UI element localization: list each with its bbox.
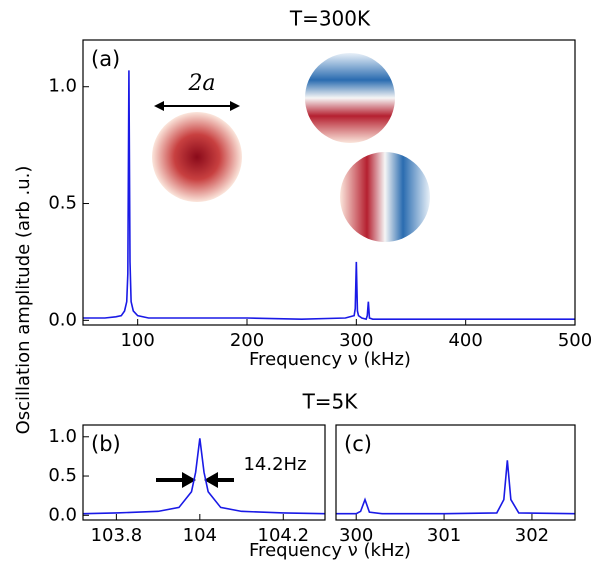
y-tick-label: 0.0 xyxy=(48,504,77,525)
x-tick-label: 100 xyxy=(120,330,154,351)
chart-title: T=300K xyxy=(289,7,371,31)
data-line xyxy=(336,460,576,515)
annotation: 2a xyxy=(187,71,215,96)
axes-frame xyxy=(335,424,576,521)
y-tick-label: 1.0 xyxy=(48,76,77,97)
annotation: 14.2Hz xyxy=(243,454,306,475)
arrow xyxy=(154,101,240,488)
x-tick-label: 200 xyxy=(230,330,264,351)
y-axis-label: Oscillation amplitude (arb .u.) xyxy=(13,166,34,435)
panel-label: (c) xyxy=(344,432,372,456)
axes-frame xyxy=(82,39,576,326)
x-tick-label: 104 xyxy=(183,525,217,546)
x-tick-label: 301 xyxy=(427,525,461,546)
x-axis-label: Frequency ν (kHz) xyxy=(249,540,411,561)
y-tick-label: 0.5 xyxy=(48,193,77,214)
panel-label: (b) xyxy=(91,432,121,456)
x-tick-label: 300 xyxy=(339,525,373,546)
mode-image xyxy=(340,152,430,242)
x-axis-label: Frequency ν (kHz) xyxy=(249,349,411,370)
chart-title: T=5K xyxy=(302,390,359,414)
y-tick-label: 0.5 xyxy=(48,465,77,486)
data-line xyxy=(83,70,575,321)
panel-label: (a) xyxy=(91,47,120,71)
y-tick-label: 0.0 xyxy=(48,309,77,330)
x-tick-label: 104.2 xyxy=(258,525,310,546)
data-line xyxy=(82,438,326,515)
x-tick-label: 300 xyxy=(339,330,373,351)
x-tick-label: 103.8 xyxy=(91,525,143,546)
x-tick-label: 302 xyxy=(515,525,549,546)
axes-frame xyxy=(82,424,326,521)
mode-image xyxy=(152,112,242,202)
y-tick-label: 1.0 xyxy=(48,426,77,447)
x-tick-label: 400 xyxy=(448,330,482,351)
mode-image xyxy=(305,53,395,143)
x-tick-label: 500 xyxy=(558,330,592,351)
